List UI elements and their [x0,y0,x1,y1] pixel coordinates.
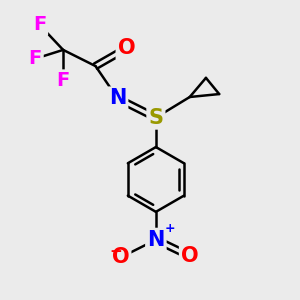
Text: F: F [56,71,70,90]
Text: S: S [148,108,164,127]
Text: N: N [109,88,126,109]
Text: +: + [164,222,175,235]
Text: O: O [118,38,135,58]
Text: N: N [147,230,165,250]
Text: F: F [28,49,42,68]
Text: F: F [33,15,46,34]
Text: −: − [110,244,122,259]
Text: O: O [181,246,199,266]
Text: O: O [112,248,129,268]
